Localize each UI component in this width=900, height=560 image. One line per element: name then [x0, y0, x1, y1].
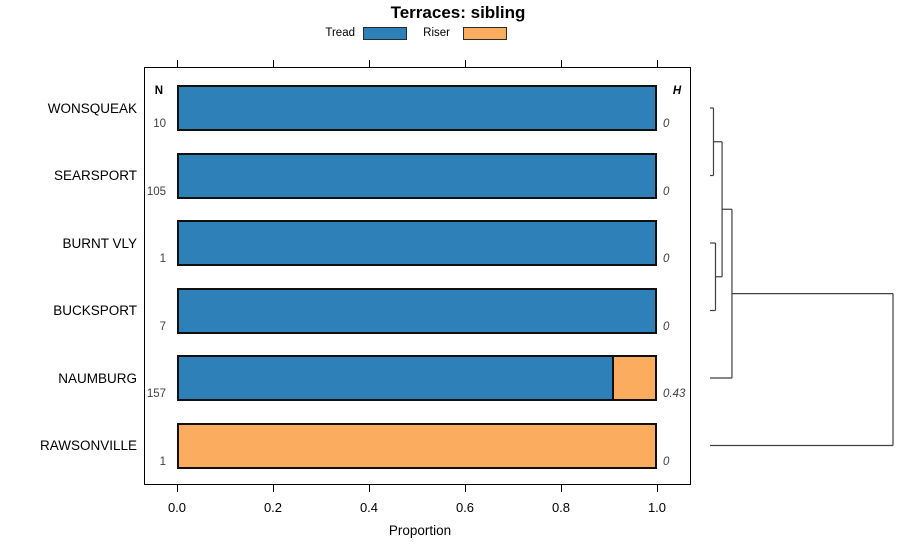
x-tick-bottom: [369, 485, 371, 492]
stacked-bar: [177, 152, 657, 199]
n-value: 10: [153, 118, 166, 130]
bar-segment-riser: [612, 357, 655, 399]
bar-segment-tread: [179, 357, 613, 399]
n-value: 105: [146, 185, 166, 198]
x-tick-top: [561, 60, 563, 67]
category-label: WONSQUEAK: [47, 100, 137, 116]
category-label: SEARSPORT: [53, 168, 137, 183]
x-tick-top: [177, 60, 179, 67]
x-tick-bottom: [177, 485, 179, 492]
bar-segment-tread: [179, 289, 655, 332]
n-value: 1: [159, 253, 166, 265]
x-tick-label: 0.0: [167, 500, 187, 515]
x-axis-label: Proportion: [388, 523, 452, 538]
h-value: 0: [663, 185, 670, 198]
column-header-n: N: [154, 85, 163, 97]
h-value: 0: [663, 455, 670, 468]
x-tick-bottom: [657, 485, 659, 492]
x-tick-label: 0.4: [359, 500, 379, 515]
n-value: 157: [146, 388, 166, 400]
n-value: 1: [159, 455, 166, 468]
legend-label-riser: Riser: [423, 27, 450, 39]
stacked-bar: [177, 422, 657, 469]
x-tick-top: [657, 60, 659, 67]
category-label: RAWSONVILLE: [39, 438, 137, 453]
bar-segment-tread: [179, 222, 655, 264]
stacked-bar: [177, 355, 657, 401]
stacked-bar: [177, 85, 657, 131]
bar-segment-tread: [179, 154, 655, 197]
category-label: BURNT VLY: [62, 235, 137, 251]
category-label: NAUMBURG: [58, 370, 137, 386]
h-value: 0: [663, 253, 670, 265]
n-value: 7: [159, 320, 166, 333]
stacked-bar: [177, 287, 657, 334]
x-tick-label: 0.8: [551, 500, 571, 515]
x-tick-label: 0.6: [455, 500, 475, 515]
stacked-bar: [177, 220, 657, 266]
x-tick-label: 0.2: [263, 500, 283, 515]
bar-segment-tread: [179, 87, 655, 129]
h-value: 0: [663, 118, 670, 130]
x-tick-top: [369, 60, 371, 67]
x-tick-top: [465, 60, 467, 67]
legend-label-tread: Tread: [325, 27, 355, 39]
x-tick-bottom: [561, 485, 563, 492]
plot-area: [144, 67, 691, 485]
chart-title: Terraces: sibling: [390, 3, 526, 22]
x-tick-top: [273, 60, 275, 67]
column-header-h: H: [672, 85, 682, 97]
category-label: BUCKSPORT: [53, 303, 137, 318]
x-tick-label: 1.0: [647, 500, 667, 515]
h-value: 0.43: [663, 388, 686, 400]
x-tick-bottom: [273, 485, 275, 492]
legend-swatch-tread: [363, 27, 407, 40]
x-tick-bottom: [465, 485, 467, 492]
legend-swatch-riser: [463, 27, 507, 40]
bar-segment-riser: [179, 424, 655, 467]
h-value: 0: [663, 320, 670, 333]
